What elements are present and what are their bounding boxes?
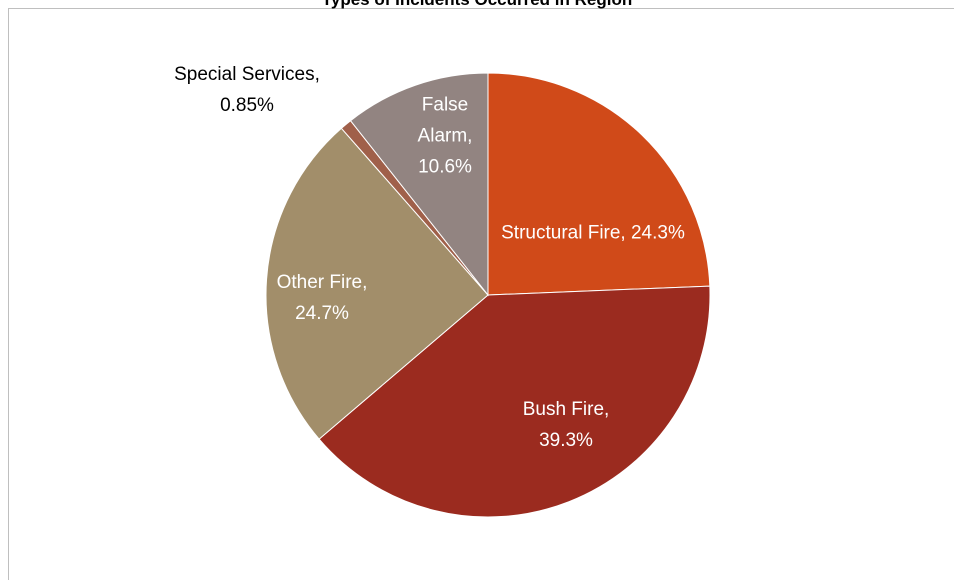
plot-frame xyxy=(8,8,954,580)
pie-slice xyxy=(349,72,489,297)
pie-slice xyxy=(318,285,711,518)
pie-slice xyxy=(487,72,711,296)
data-label: Structural Fire, 24.3% xyxy=(501,222,685,244)
data-label: False Alarm, 10.6% xyxy=(417,94,473,178)
data-label: Special Services, 0.85% xyxy=(174,64,320,116)
chart-title: Types of Incidents Occurred in Region xyxy=(0,0,954,10)
data-label: Bush Fire, 39.3% xyxy=(522,399,610,451)
pie-slice xyxy=(265,127,489,440)
data-label: Other Fire, 24.7% xyxy=(276,272,368,324)
